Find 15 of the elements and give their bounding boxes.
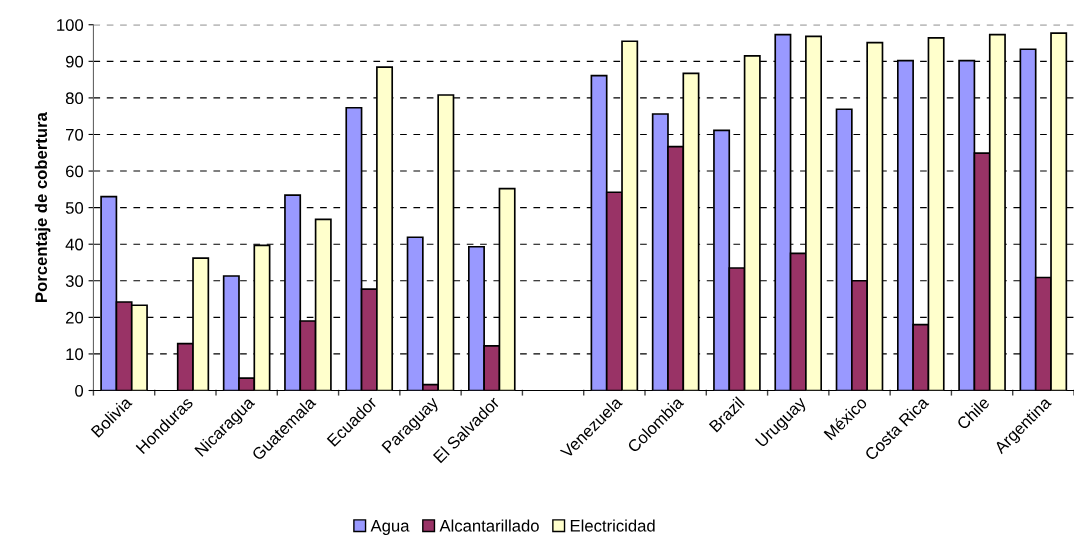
y-axis-title: Porcentaje de cobertura: [34, 112, 51, 302]
y-tick-label: 70: [66, 128, 84, 141]
y-tick-label: 100: [57, 19, 84, 31]
legend-label: Alcantarillado: [439, 519, 539, 532]
y-tick-label: 20: [66, 311, 84, 324]
legend-label: Electricidad: [570, 519, 655, 532]
y-tick-label: 80: [65, 92, 84, 105]
y-tick-label: 60: [66, 165, 84, 178]
y-tick-label: 30: [65, 275, 84, 287]
y-tick-label: 40: [65, 238, 84, 251]
y-tick-label: 0: [75, 384, 84, 397]
y-tick-label: 10: [66, 348, 84, 361]
legend-label: Agua: [370, 520, 410, 535]
y-tick-label: 90: [65, 55, 84, 68]
y-tick-label: 50: [65, 202, 84, 214]
